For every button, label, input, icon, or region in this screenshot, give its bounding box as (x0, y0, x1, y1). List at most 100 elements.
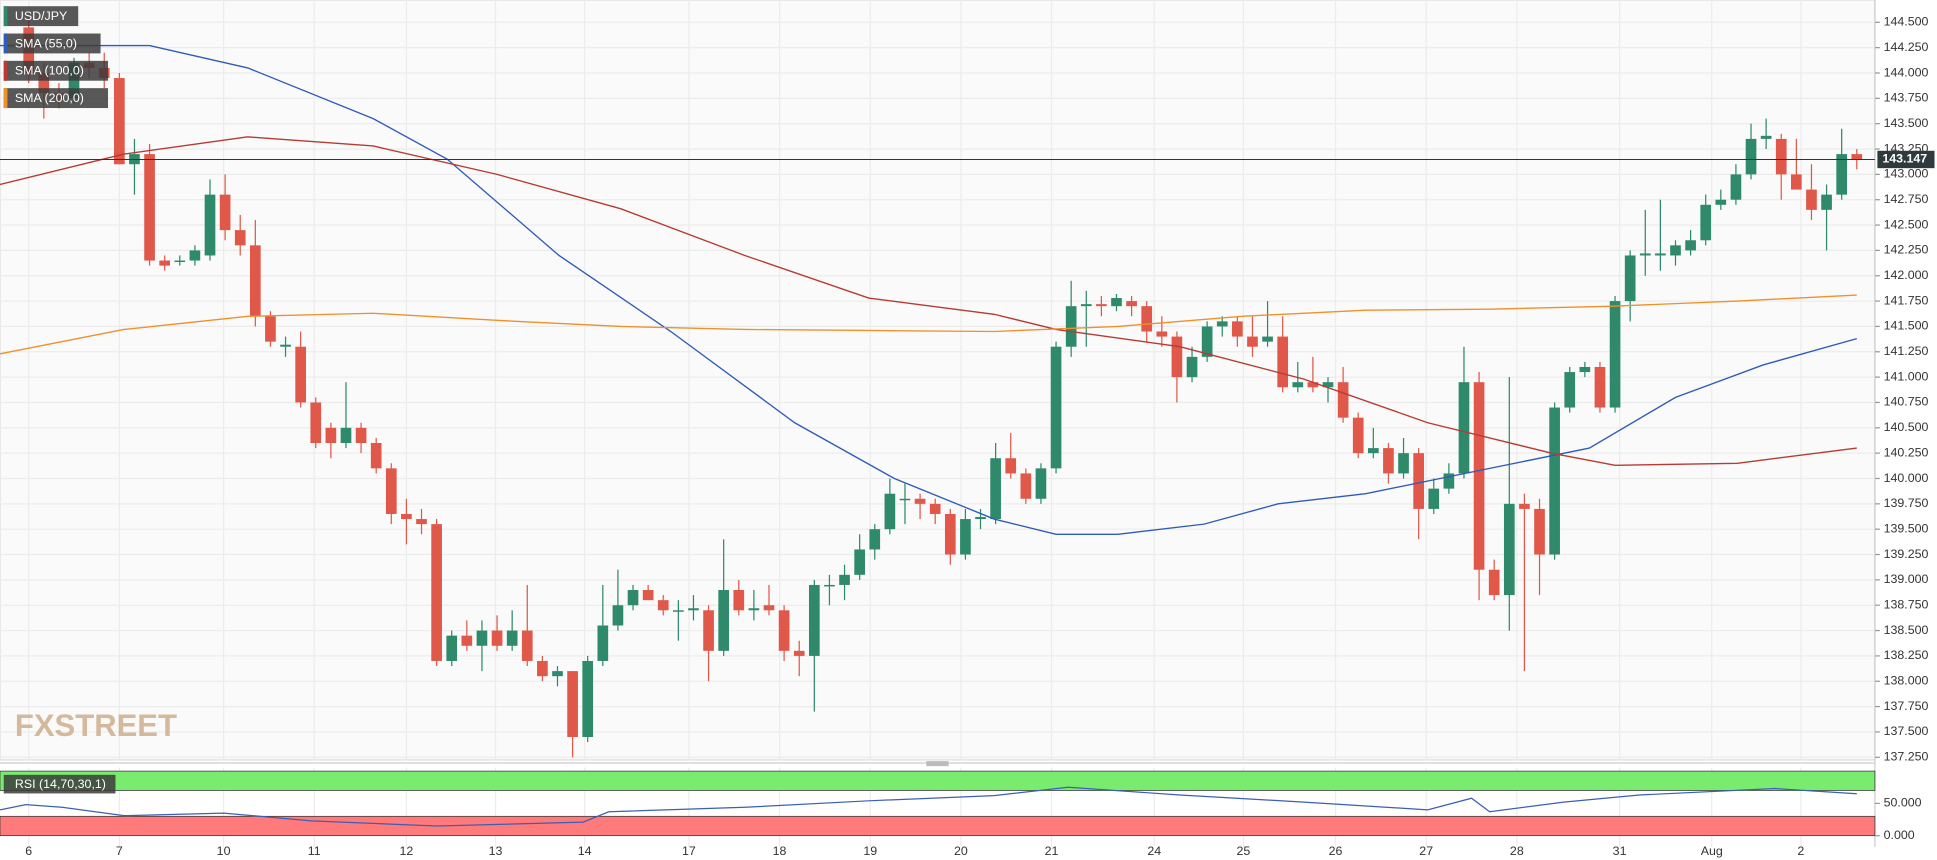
y-tick-label: 142.750 (1884, 192, 1929, 206)
candle-body (763, 605, 775, 611)
candle-body (1715, 199, 1727, 205)
legend-swatch (3, 6, 8, 27)
x-tick-label: 31 (1613, 844, 1627, 858)
candle-body (1488, 569, 1500, 596)
candle-body (189, 250, 201, 261)
y-tick-label: 141.500 (1884, 319, 1929, 333)
candle-body (38, 72, 50, 94)
candle-body (1670, 245, 1681, 256)
legend-label: RSI (14,70,30,1) (15, 777, 106, 791)
candle-body (461, 635, 473, 646)
candle-body (733, 590, 745, 611)
y-tick-label: 139.250 (1884, 547, 1929, 561)
candle-body (1035, 468, 1047, 499)
overbought-band (0, 770, 1876, 791)
candle-body (1247, 336, 1258, 347)
y-tick-label: 140.250 (1884, 445, 1929, 459)
candle-body (1836, 154, 1848, 195)
x-tick-label: 25 (1236, 844, 1250, 858)
candle-body (1186, 356, 1198, 378)
candle-body (944, 513, 956, 555)
candle-body (1398, 453, 1409, 474)
y-tick-label: 144.250 (1884, 40, 1929, 54)
candle-body (627, 590, 639, 606)
legend-box (3, 774, 116, 794)
candle-body (1126, 301, 1137, 307)
candle-body (355, 427, 367, 444)
candle-body (1443, 473, 1455, 489)
candle-body (370, 443, 382, 469)
rsi-line (0, 786, 1857, 827)
candle-body (960, 519, 971, 555)
candle-body (1775, 138, 1787, 175)
candle-body (1065, 306, 1077, 347)
x-tick-label: 10 (217, 844, 231, 858)
last-price-label: 143.147 (1882, 152, 1927, 166)
candle-body (1216, 321, 1228, 327)
y-tick-label: 137.250 (1884, 750, 1929, 764)
candle-body (1383, 448, 1394, 474)
x-tick-label: 26 (1329, 844, 1343, 858)
y-tick-label: 143.500 (1884, 116, 1929, 130)
rsi-legend: RSI (14,70,30,1) (3, 774, 116, 794)
x-tick-label: 20 (954, 844, 968, 858)
y-tick-label: 142.250 (1884, 243, 1929, 257)
candle-body (914, 498, 926, 504)
candle-body (280, 344, 291, 347)
candle-body (114, 78, 125, 165)
y-tick-label: 138.250 (1884, 648, 1929, 662)
candle-body (688, 608, 699, 611)
legend-item: SMA (200,0) (3, 88, 109, 109)
rsi-tick-label: 0.000 (1884, 828, 1915, 842)
candle-body (612, 605, 624, 626)
x-tick-label: 17 (682, 844, 696, 858)
rsi-tick-label: 50.000 (1884, 796, 1922, 810)
sma-line (0, 136, 1857, 467)
resize-handle[interactable] (926, 761, 949, 767)
candle-body (1503, 503, 1515, 596)
legend-swatch (3, 60, 8, 81)
candle-body (1639, 253, 1651, 256)
candle-body (778, 610, 790, 651)
y-tick-label: 140.000 (1884, 471, 1929, 485)
candle-body (1262, 336, 1273, 342)
candle-body (567, 671, 578, 738)
candle-body (597, 625, 609, 661)
candle-body (1005, 458, 1017, 474)
candle-body (582, 660, 594, 738)
candle-body (1579, 366, 1591, 373)
candle-body (1564, 372, 1576, 408)
legend-box (3, 88, 109, 109)
watermark: FXSTREET (15, 708, 177, 743)
y-tick-label: 144.500 (1884, 15, 1929, 29)
candle-body (1277, 336, 1289, 388)
candle-body (808, 584, 820, 656)
candle-body (506, 630, 518, 646)
x-tick-label: 2 (1797, 844, 1804, 858)
candle-body (144, 154, 155, 261)
y-tick-label: 141.250 (1884, 344, 1929, 358)
candle-body (1096, 304, 1107, 307)
x-tick-label: 21 (1045, 844, 1059, 858)
y-tick-label: 141.000 (1884, 369, 1929, 383)
candle-body (1080, 304, 1092, 307)
candle-body (310, 402, 322, 444)
candle-body (703, 610, 714, 651)
candle-body (249, 245, 261, 317)
oversold-band (0, 815, 1876, 837)
candle-body (1458, 382, 1470, 474)
y-tick-label: 139.500 (1884, 521, 1929, 535)
candle-body (899, 498, 911, 501)
candle-body (1549, 407, 1560, 555)
legend-label: SMA (200,0) (15, 91, 84, 105)
y-tick-label: 138.500 (1884, 623, 1929, 637)
candle-body (325, 427, 337, 444)
candle-body (1821, 194, 1832, 210)
candle-body (537, 660, 548, 677)
candle-body (1322, 382, 1334, 388)
legend-box (3, 33, 101, 54)
x-tick-label: 7 (116, 844, 123, 858)
y-tick-label: 139.000 (1884, 572, 1929, 586)
x-tick-label: Aug (1701, 844, 1723, 858)
x-tick-label: 6 (25, 844, 32, 858)
